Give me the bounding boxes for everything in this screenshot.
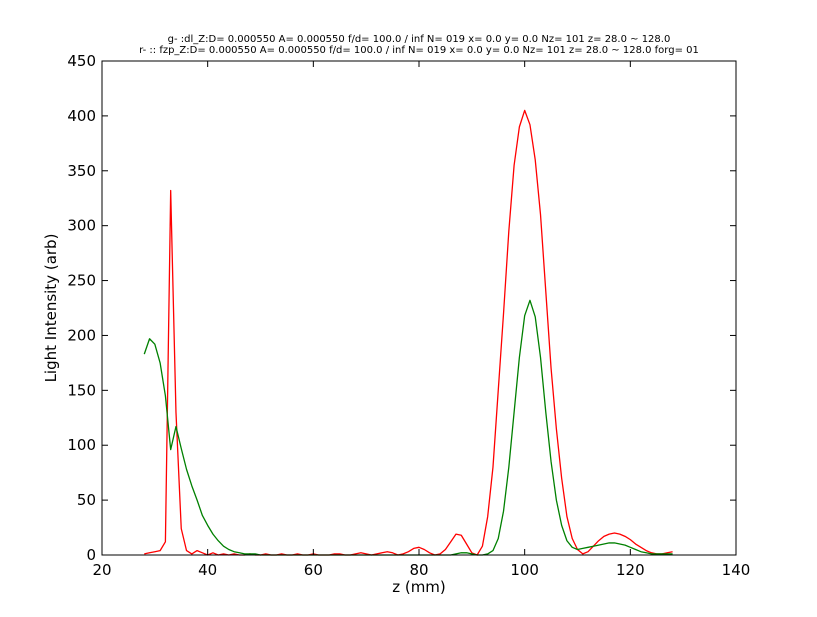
x-tick-label-3: 80: [409, 561, 428, 579]
y-tick-label-7: 350: [67, 162, 96, 180]
x-axis-label: z (mm): [392, 578, 446, 596]
y-tick-label-0: 0: [86, 546, 96, 564]
y-tick-label-4: 200: [67, 326, 96, 344]
chart-title-line-2: r- :: fzp_Z:D= 0.000550 A= 0.000550 f/d=…: [139, 45, 699, 56]
y-axis-label: Light Intensity (arb): [42, 234, 60, 383]
chart-title-line-1: g- :dl_Z:D= 0.000550 A= 0.000550 f/d= 10…: [167, 34, 671, 45]
y-tick-label-5: 250: [67, 272, 96, 290]
series-line-0: [144, 109, 673, 556]
x-tick-label-6: 140: [722, 561, 751, 579]
y-tick-label-6: 300: [67, 217, 96, 235]
x-tick-label-1: 40: [198, 561, 217, 579]
x-tick-label-0: 20: [92, 561, 111, 579]
series-line-1: [143, 299, 673, 556]
plot-frame: [101, 60, 737, 556]
x-tick-label-5: 120: [616, 561, 645, 579]
y-tick-label-1: 50: [77, 491, 96, 509]
x-tick-label-2: 60: [304, 561, 323, 579]
y-tick-label-3: 150: [67, 381, 96, 399]
x-tick-label-4: 100: [510, 561, 539, 579]
y-tick-label-2: 100: [67, 436, 96, 454]
y-tick-label-9: 450: [67, 52, 96, 70]
y-tick-label-8: 400: [67, 107, 96, 125]
